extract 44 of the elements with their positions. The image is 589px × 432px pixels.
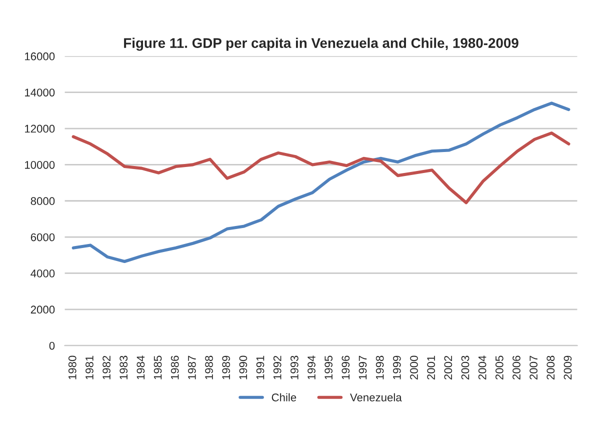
x-tick-label: 2006 xyxy=(512,356,520,380)
y-tick-label: 6000 xyxy=(30,233,55,242)
x-tick-label: 1989 xyxy=(222,356,230,380)
y-tick-label: 10000 xyxy=(25,160,55,169)
x-tick-label: 1987 xyxy=(188,356,196,380)
x-tick-label: 1993 xyxy=(290,356,298,380)
x-tick-label: 1991 xyxy=(256,356,264,380)
line-series xyxy=(72,132,570,204)
x-tick-label: 2000 xyxy=(410,356,418,380)
y-tick-label: 4000 xyxy=(30,270,55,278)
x-tick-label: 1997 xyxy=(358,356,367,380)
x-tick-label: 2008 xyxy=(546,356,555,380)
x-tick-label: 1999 xyxy=(392,356,401,380)
y-tick-label: 8000 xyxy=(30,197,55,206)
x-tick-label: 2007 xyxy=(530,356,538,380)
x-tick-label: 2003 xyxy=(461,356,470,380)
y-tick-label: 14000 xyxy=(25,88,55,96)
x-tick-label: 1980 xyxy=(68,356,76,380)
x-tick-label: 1983 xyxy=(120,356,128,380)
x-tick-label: 2005 xyxy=(495,356,504,380)
y-tick-label: 2000 xyxy=(30,306,55,314)
x-tick-label: 1992 xyxy=(273,356,282,380)
x-tick-label: 2004 xyxy=(478,356,486,380)
x-tick-label: 1995 xyxy=(324,356,333,380)
x-tick-label: 1998 xyxy=(376,356,384,380)
x-tick-label: 2001 xyxy=(427,356,436,380)
x-tick-label: 2009 xyxy=(564,356,572,380)
x-tick-label: 1986 xyxy=(170,356,179,380)
x-tick-label: 1990 xyxy=(239,356,248,380)
x-tick-label: 1982 xyxy=(102,356,110,380)
x-tick-label: 1984 xyxy=(136,356,145,380)
x-tick-label: 1988 xyxy=(205,356,213,380)
x-tick-label: 2002 xyxy=(444,356,452,380)
y-tick-label: 16000 xyxy=(25,52,55,60)
line-series xyxy=(72,102,570,264)
x-tick-label: 1985 xyxy=(154,356,162,380)
y-tick-label: 0 xyxy=(49,342,55,350)
y-tick-label: 12000 xyxy=(25,124,55,133)
x-tick-label: 1981 xyxy=(86,356,94,380)
chart-title: Figure 11. GDP per capita in Venezuela and Chile, 1980-2009 xyxy=(124,38,518,51)
x-tick-label: 1994 xyxy=(308,356,316,380)
legend-label: Venezuela xyxy=(350,393,402,402)
x-tick-label: 1996 xyxy=(342,356,350,380)
legend-label: Chile xyxy=(272,393,296,402)
